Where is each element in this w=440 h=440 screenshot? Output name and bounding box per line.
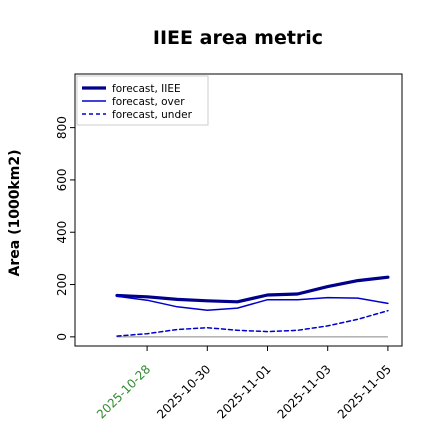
series-line-forecast-over — [116, 295, 389, 311]
chart-title: IIEE area metric — [153, 27, 323, 49]
x-tick-label: 2025-11-05 — [335, 362, 394, 421]
x-tick-label: 2025-11-03 — [275, 362, 334, 421]
series-line-forecast-under — [116, 309, 389, 337]
x-tick-label: 2025-10-28 — [94, 362, 153, 421]
legend-label-forecast-under: forecast, under — [112, 109, 193, 121]
y-tick-label: 600 — [55, 168, 69, 191]
y-tick-label: 800 — [55, 116, 69, 139]
y-axis-label: Area (1000km2) — [7, 150, 23, 277]
y-tick-label: 200 — [55, 273, 69, 296]
y-tick-label: 0 — [55, 333, 69, 341]
y-axis: 0 200 400 600 800 — [55, 116, 75, 341]
legend-label-forecast-over: forecast, over — [112, 96, 185, 108]
x-tick-label: 2025-11-01 — [214, 362, 273, 421]
plot-area — [74, 73, 403, 347]
series-line-forecast-iiee — [115, 275, 390, 304]
y-tick-label: 400 — [55, 221, 69, 244]
x-tick-label: 2025-10-30 — [154, 362, 213, 421]
series-lines — [115, 275, 390, 337]
x-axis: 2025-10-28 2025-10-30 2025-11-01 2025-11-03… — [94, 346, 394, 421]
legend-label-forecast-iiee: forecast, IIEE — [112, 83, 181, 95]
